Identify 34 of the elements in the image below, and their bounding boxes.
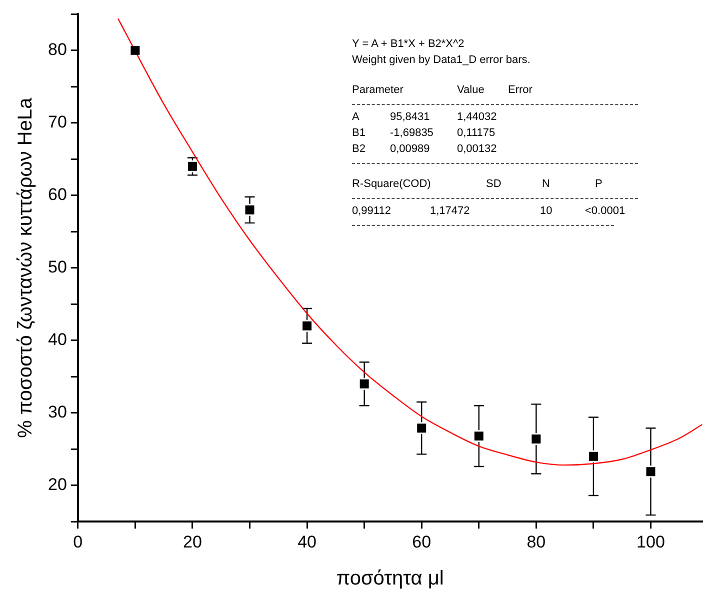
y-tick-label: 60 xyxy=(48,185,67,204)
text: B2 0,00989 0,00132 xyxy=(352,143,497,155)
point xyxy=(474,432,484,441)
x-tick-label: 20 xyxy=(183,532,202,552)
point xyxy=(417,424,426,433)
line-series xyxy=(117,18,702,466)
y-tick-label: 70 xyxy=(48,112,67,132)
y-tick-label: 30 xyxy=(48,402,67,422)
y-tick-label: 20 xyxy=(48,475,67,494)
x-tick-label: 100 xyxy=(636,532,665,552)
point xyxy=(130,46,140,55)
x-tick-label: 80 xyxy=(526,532,546,552)
text: Parameter Value Error xyxy=(352,84,532,96)
text: A 95,8431 1,44032 xyxy=(352,111,497,123)
text: B1 -1,69835 0,11175 xyxy=(352,127,496,139)
point xyxy=(360,379,369,388)
annotation: Weight given by Data1_D error bars. xyxy=(352,54,532,68)
x-tick-label: 0 xyxy=(73,532,83,552)
y-axis-title: % ποσοστό ζωντανών κυττάρων HeLa xyxy=(14,96,37,438)
x-tick-label: 40 xyxy=(298,532,317,552)
point xyxy=(188,162,197,171)
point xyxy=(245,205,254,214)
y-tick-label: 40 xyxy=(48,330,67,350)
y-tick-label: 80 xyxy=(48,40,67,60)
point xyxy=(646,467,656,476)
x-axis-title: ποσότητα μl xyxy=(336,568,444,590)
text: 0,99112 1,17472 10 <0.0001 xyxy=(352,205,626,217)
y-tick-label: 50 xyxy=(48,258,67,277)
point xyxy=(532,434,541,444)
annotation: Y = A + B1*X + B2*X^2 xyxy=(352,38,466,52)
point xyxy=(302,321,312,330)
x-tick-label: 60 xyxy=(412,532,432,552)
point xyxy=(588,452,598,461)
text: R-Square(COD) SD N P xyxy=(352,178,602,190)
